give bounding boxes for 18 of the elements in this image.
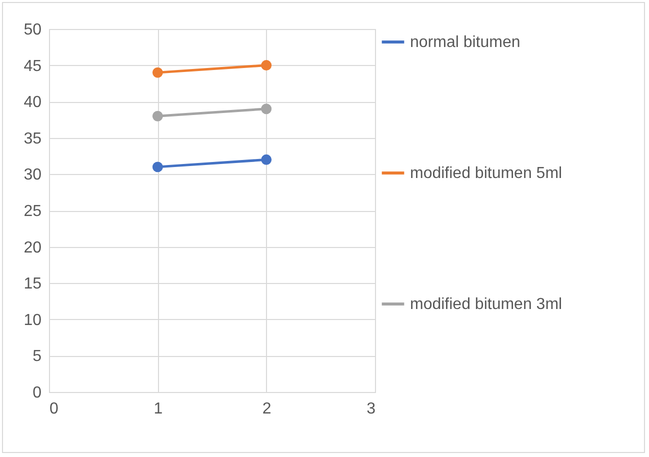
legend-label: normal bitumen xyxy=(410,34,520,51)
legend-label: modified bitumen 3ml xyxy=(410,296,562,313)
x-tick-label: 0 xyxy=(50,400,58,418)
x-tick-label: 1 xyxy=(154,400,163,418)
legend-label: modified bitumen 5ml xyxy=(410,165,562,182)
y-tick-label: 5 xyxy=(32,348,42,366)
y-tick-label: 30 xyxy=(24,166,42,184)
y-tick-label: 20 xyxy=(24,239,42,256)
y-tick-label: 40 xyxy=(24,94,42,112)
y-tick-label: 25 xyxy=(24,203,42,220)
y-tick-label: 10 xyxy=(24,312,42,329)
y-tick-label: 45 xyxy=(24,58,42,75)
y-tick-label: 50 xyxy=(24,22,42,38)
y-tick-label: 0 xyxy=(32,384,42,402)
y-tick-label: 35 xyxy=(24,130,42,148)
x-tick-label: 3 xyxy=(366,400,376,418)
y-tick-label: 15 xyxy=(24,276,42,293)
x-tick-label: 2 xyxy=(262,400,272,418)
